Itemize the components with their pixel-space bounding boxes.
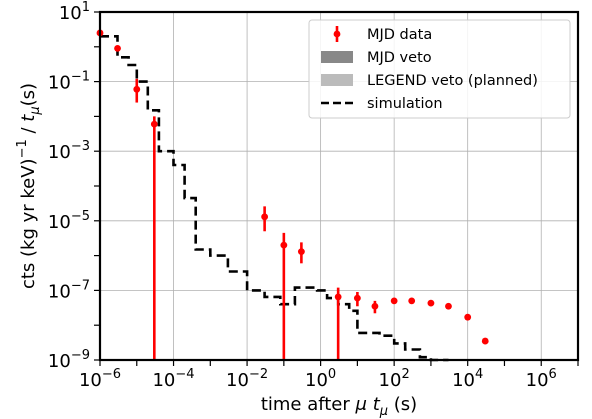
y-tick-label: 101: [59, 0, 90, 24]
data-point: [371, 302, 379, 310]
legend-label: MJD veto: [367, 50, 432, 66]
legend-label: LEGEND veto (planned): [367, 73, 538, 89]
data-point: [334, 293, 342, 301]
axis-ticks: 10−6 10−4 10−2 100 102 104 106 10−9 10−7 10−5 10−3…: [48, 0, 579, 391]
data-point: [297, 248, 305, 256]
mjd-data-series: [96, 29, 489, 360]
simulation-step-line: [100, 35, 449, 362]
data-point: [114, 44, 121, 52]
x-tick-label: 10−2: [226, 367, 268, 391]
data-point: [390, 297, 398, 305]
y-tick-label: 10−1: [48, 70, 90, 94]
x-tick-label: 100: [305, 367, 336, 391]
x-tick-label: 10−6: [79, 367, 121, 391]
data-point: [150, 120, 158, 128]
data-point: [445, 302, 452, 310]
data-point: [353, 294, 361, 302]
y-tick-label: 10−5: [48, 209, 90, 233]
legend-label: simulation: [367, 96, 443, 112]
x-axis-label: time after μ tμ (s): [261, 394, 417, 419]
simulation-series: [100, 35, 449, 362]
y-tick-label: 10−7: [48, 278, 90, 302]
x-tick-label: 104: [452, 367, 483, 391]
data-point: [408, 297, 416, 305]
data-point: [261, 213, 269, 221]
legend-marker-dot: [333, 30, 341, 38]
data-point: [280, 241, 288, 249]
legend-label: MJD data: [367, 27, 432, 43]
x-tick-label: 10−4: [152, 367, 194, 391]
legend-box: [308, 19, 571, 119]
y-tick-label: 10−3: [48, 139, 90, 163]
data-point: [133, 85, 141, 93]
y-tick-label: 10−9: [48, 348, 90, 372]
data-point: [464, 313, 472, 321]
legend-patch: [321, 51, 353, 63]
data-point: [481, 337, 489, 345]
legend: MJD data MJD veto LEGEND veto (planned) sim…: [308, 19, 571, 119]
x-tick-label: 102: [379, 367, 410, 391]
legend-patch: [321, 74, 353, 86]
y-axis-label: cts (kg yr keV)−1 / tμ(s): [15, 83, 43, 289]
data-point: [427, 299, 435, 307]
x-tick-label: 106: [526, 367, 557, 391]
